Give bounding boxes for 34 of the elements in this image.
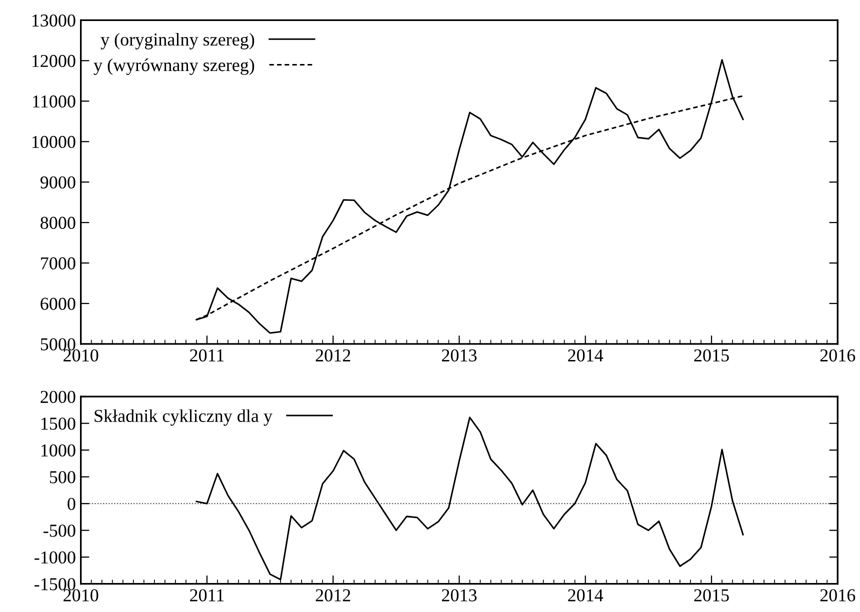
y-tick-label: 0 <box>68 498 76 510</box>
y-tick-label: 7000 <box>41 257 76 270</box>
legend-label: y (wyrównany szereg) <box>94 58 254 75</box>
x-tick-label: 2011 <box>190 349 224 362</box>
x-tick-label: 2013 <box>442 589 477 602</box>
x-tick-label: 2011 <box>190 589 224 602</box>
y-tick-label: 12000 <box>32 54 76 68</box>
y-tick-label: 1000 <box>41 444 76 457</box>
y-tick-label: -1000 <box>34 551 76 564</box>
y-tick-label: 9000 <box>40 176 76 189</box>
x-tick-label: 2015 <box>694 589 729 602</box>
y-tick-label: 10000 <box>32 136 76 148</box>
x-tick-label: 2012 <box>316 589 350 602</box>
x-tick-label: 2014 <box>568 589 604 602</box>
x-tick-label: 2012 <box>316 349 350 362</box>
x-tick-label: 2016 <box>820 589 856 602</box>
y-tick-label: 11000 <box>33 95 76 108</box>
y-tick-label: 1500 <box>41 418 76 430</box>
y-tick-label: 2000 <box>40 390 76 404</box>
x-tick-label: 2015 <box>694 349 729 362</box>
y-tick-label: 13000 <box>32 14 76 27</box>
x-tick-label: 2013 <box>442 349 477 362</box>
x-tick-label: 2014 <box>568 349 604 362</box>
x-tick-label: 2010 <box>64 589 98 602</box>
y-tick-label: 500 <box>50 471 76 484</box>
y-tick-label: -500 <box>44 524 76 537</box>
y-tick-label: 5000 <box>40 338 76 350</box>
legend-label: Składnik cykliczny dla y <box>94 409 272 426</box>
y-tick-label: 8000 <box>40 216 76 229</box>
x-tick-label: 2016 <box>820 349 856 362</box>
x-tick-label: 2010 <box>64 349 98 362</box>
y-tick-label: 6000 <box>40 298 76 310</box>
legend-label: y (oryginalny szereg) <box>100 32 254 50</box>
y-tick-label: -1500 <box>34 578 76 590</box>
